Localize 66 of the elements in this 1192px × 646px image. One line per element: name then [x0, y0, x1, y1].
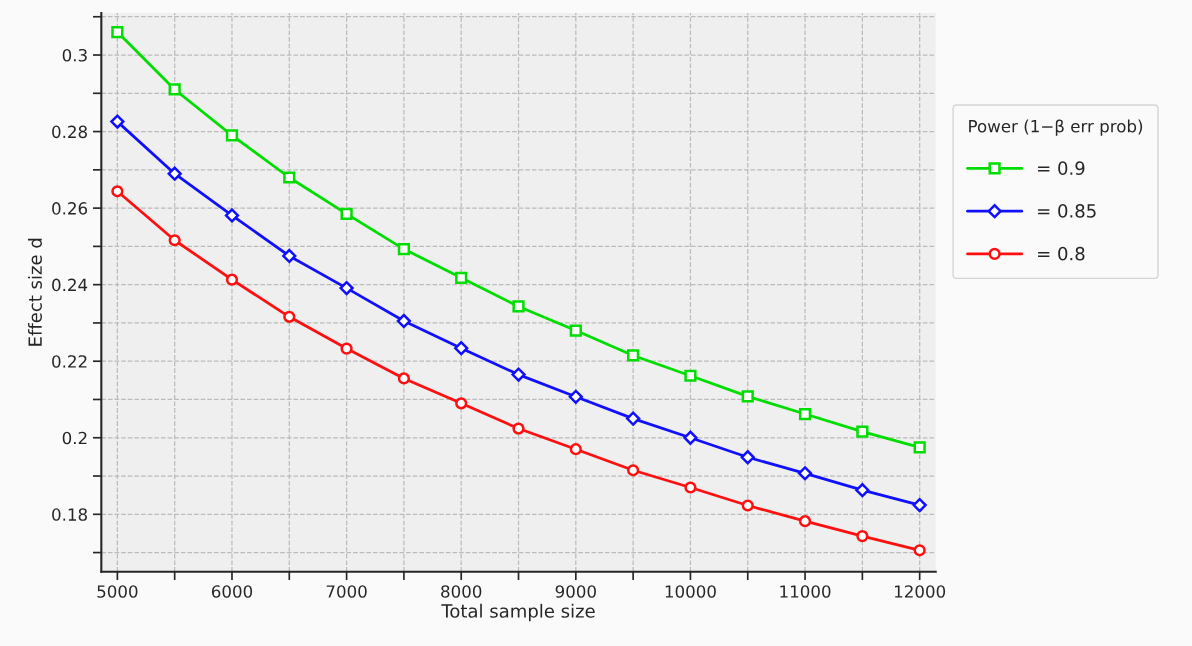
x-tick-label: 6000 — [211, 585, 253, 598]
point — [683, 430, 698, 445]
point — [224, 208, 240, 223]
point — [627, 464, 640, 477]
y-tick-label: 0.18 — [52, 508, 87, 521]
point — [684, 369, 697, 382]
point — [512, 422, 525, 435]
point — [741, 499, 754, 512]
point — [568, 389, 583, 404]
point — [168, 234, 181, 247]
point — [167, 166, 182, 181]
legend-title: Power (1−β err prob) — [969, 119, 1143, 136]
point — [913, 441, 926, 454]
point — [569, 324, 582, 337]
legend-label: = 0.9 — [1038, 161, 1085, 175]
point — [340, 342, 353, 355]
x-tick-label: 8000 — [441, 585, 482, 598]
point — [454, 341, 469, 356]
point — [511, 367, 526, 382]
x-tick-label: 10000 — [665, 585, 716, 598]
y-tick-label: 0.26 — [52, 202, 88, 215]
legend-label: = 0.85 — [1038, 204, 1096, 218]
y-axis-title: Effect size d — [27, 238, 42, 346]
point — [397, 242, 411, 256]
x-axis-title: Total sample size — [441, 603, 595, 622]
point — [455, 271, 468, 284]
x-tick-label: 11000 — [780, 585, 831, 598]
point — [512, 300, 525, 313]
point — [797, 466, 813, 481]
x-tick-label: 5000 — [97, 585, 138, 598]
legend-label: = 0.8 — [1038, 246, 1085, 261]
point — [912, 497, 927, 513]
y-tick-label: 0.2 — [62, 431, 87, 445]
point — [455, 397, 468, 410]
point — [225, 273, 239, 286]
y-tick-label: 0.3 — [62, 48, 87, 62]
point — [741, 390, 754, 403]
point — [798, 515, 812, 528]
point — [684, 481, 697, 494]
point — [111, 25, 124, 39]
point — [111, 185, 124, 198]
point — [569, 443, 582, 456]
point — [397, 372, 411, 385]
y-tick-label: 0.22 — [52, 355, 87, 368]
point — [396, 313, 412, 329]
point — [913, 544, 926, 557]
point — [855, 483, 870, 498]
y-tick-label: 0.24 — [52, 278, 88, 292]
x-tick-label: 12000 — [894, 585, 946, 598]
point — [283, 171, 296, 184]
point — [340, 207, 353, 220]
point — [168, 83, 181, 96]
point — [856, 425, 869, 438]
x-tick-label: 7000 — [326, 585, 367, 598]
point — [740, 450, 755, 465]
point — [225, 129, 239, 142]
y-tick-label: 0.28 — [52, 125, 87, 139]
point — [283, 310, 296, 323]
point — [625, 411, 641, 426]
point — [110, 114, 125, 129]
point — [627, 349, 640, 362]
point — [798, 407, 812, 421]
point — [339, 280, 354, 296]
x-tick-label: 9000 — [555, 585, 596, 598]
point — [282, 248, 297, 264]
point — [856, 530, 869, 543]
